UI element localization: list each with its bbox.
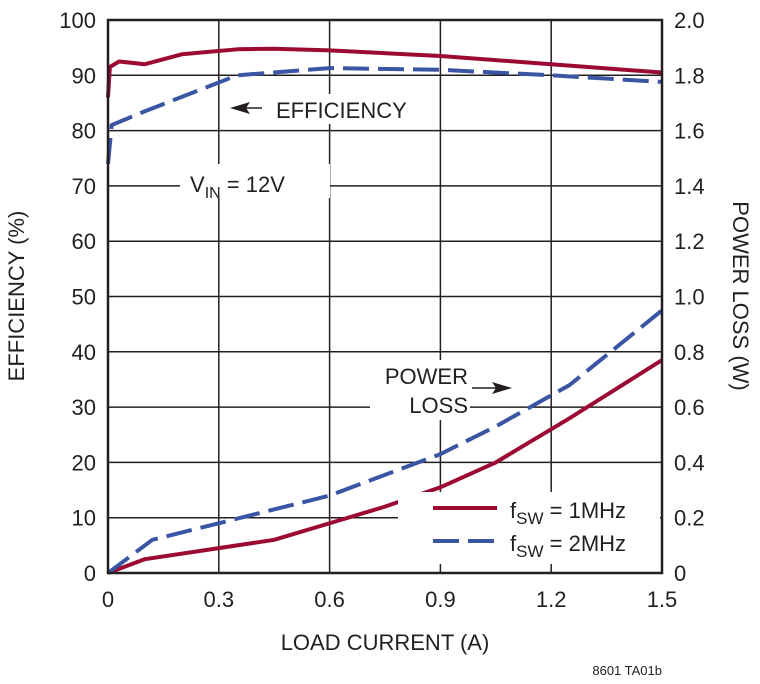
arrow-right-icon <box>492 382 512 394</box>
power-loss-annotation: POWER LOSS <box>370 360 512 420</box>
plot-frame <box>106 18 664 575</box>
efficiency-line-1 <box>106 46 663 98</box>
y2-tick-label: 0.4 <box>674 450 705 475</box>
y-tick-label: 60 <box>72 229 96 254</box>
y-tick-label: 40 <box>72 340 96 365</box>
y-tick-label: 10 <box>72 506 96 531</box>
y2-tick-label: 1.8 <box>674 63 705 88</box>
y2-tick-label: 1.4 <box>674 174 705 199</box>
efficiency-annotation: EFFICIENCY <box>230 94 420 124</box>
arrow-left-icon <box>230 102 250 114</box>
x-tick-label: 1.2 <box>536 587 567 612</box>
y2-tick-label: 0.2 <box>674 506 705 531</box>
x-tick-label: 0.3 <box>204 587 235 612</box>
svg-text:POWER: POWER <box>385 364 468 389</box>
footnote: 8601 TA01b <box>592 663 662 678</box>
y-tick-label: 50 <box>72 285 96 310</box>
y2-tick-label: 0.8 <box>674 340 705 365</box>
y2-tick-label: 1.2 <box>674 229 705 254</box>
x-axis-label: LOAD CURRENT (A) <box>281 630 490 655</box>
y2-tick-label: 1.6 <box>674 119 705 144</box>
efficiency-line-2 <box>106 66 663 164</box>
y-tick-label: 90 <box>72 63 96 88</box>
legend-label-2mhz: fSW = 2MHz <box>510 531 626 561</box>
y2-tick-label: 0.6 <box>674 395 705 420</box>
vin-annotation: VIN = 12V <box>180 164 330 202</box>
x-tick-label: 0 <box>102 587 114 612</box>
power-loss-line-2 <box>106 308 664 575</box>
y2-tick-label: 1.0 <box>674 285 705 310</box>
tick-labels: 0 0.3 0.6 0.9 1.2 1.5010203040506070809010000… <box>59 8 704 612</box>
legend-label-1mhz: fSW = 1MHz <box>510 498 626 528</box>
power-loss-line-1 <box>107 358 664 575</box>
y-tick-label: 30 <box>72 395 96 420</box>
x-tick-label: 0.6 <box>314 587 345 612</box>
y2-axis-label: POWER LOSS (W) <box>728 201 753 390</box>
y-tick-label: 20 <box>72 450 96 475</box>
y-tick-label: 80 <box>72 119 96 144</box>
legend: fSW = 1MHz fSW = 2MHz <box>398 492 660 564</box>
y2-tick-label: 0 <box>674 561 686 586</box>
y-axis-label: EFFICIENCY (%) <box>4 211 29 382</box>
series-lines <box>106 46 664 575</box>
y-tick-label: 100 <box>59 8 96 33</box>
y-tick-label: 70 <box>72 174 96 199</box>
x-tick-label: 0.9 <box>425 587 456 612</box>
svg-text:EFFICIENCY: EFFICIENCY <box>276 98 407 123</box>
svg-text:VIN = 12V: VIN = 12V <box>190 172 285 202</box>
y-tick-label: 0 <box>84 561 96 586</box>
y2-tick-label: 2.0 <box>674 8 705 33</box>
x-tick-label: 1.5 <box>647 587 678 612</box>
svg-text:LOSS: LOSS <box>409 393 468 418</box>
